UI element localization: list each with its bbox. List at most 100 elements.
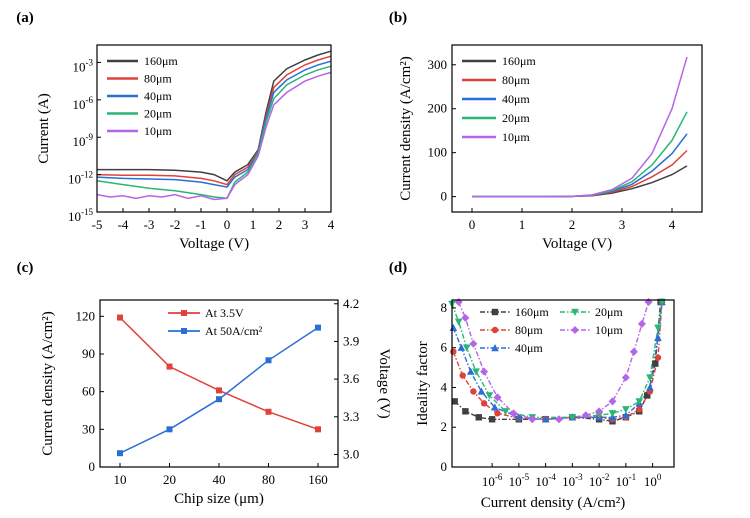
series-line-80μm	[96, 55, 332, 186]
tick-base: 10	[73, 59, 86, 74]
tick-base: 10	[68, 209, 81, 224]
y-tick-label-right-c: 4.2	[343, 296, 359, 311]
x-tick-label-c: 80	[262, 472, 275, 487]
x-axis-label-a: Voltage (V)	[179, 236, 249, 252]
x-tick-label-b: 1	[519, 217, 526, 232]
data-point-160μm	[652, 360, 659, 367]
data-point-At 3.5V	[265, 408, 272, 415]
data-point-At 3.5V	[117, 314, 123, 321]
y-tick-label-a: 10-12	[68, 170, 93, 187]
data-point-10μm	[629, 347, 638, 356]
data-point-80μm	[480, 400, 488, 407]
y-tick-label-right-c: 3.6	[343, 371, 360, 386]
tick-base: 10	[73, 97, 86, 112]
y-tick-label-d: 4	[441, 379, 448, 394]
x-tick-label-a: 0	[224, 217, 231, 232]
data-point-10μm	[644, 298, 653, 306]
series-line-80μm	[452, 301, 663, 421]
x-tick-label-c: 40	[213, 472, 226, 487]
data-point-40μm	[490, 403, 499, 411]
x-tick-label-d: 10-6	[482, 472, 503, 489]
y-axis-label-b: Current density (A/cm²)	[398, 56, 414, 200]
x-tick-label-b: 2	[569, 217, 576, 232]
data-point-20μm	[622, 406, 630, 414]
tick-exponent: -1	[629, 472, 637, 482]
legend-label-40μm: 40μm	[515, 341, 543, 355]
x-tick-label-b: 3	[619, 217, 626, 232]
y-tick-label-b: 300	[428, 57, 448, 72]
legend-label-160μm: 160μm	[144, 54, 178, 68]
data-point-20μm	[454, 318, 463, 326]
y-tick-label-left-c: 0	[89, 459, 96, 474]
legend-label-160μm: 160μm	[502, 54, 536, 68]
panel-label-d: (d)	[389, 260, 407, 276]
data-point-40μm	[654, 333, 662, 341]
legend-label-At 50A/cm²: At 50A/cm²	[205, 324, 263, 338]
data-point-10μm	[637, 319, 646, 328]
legend-label-40μm: 40μm	[502, 92, 530, 106]
y-tick-label-a: 10-15	[68, 207, 93, 224]
data-point-40μm	[466, 367, 475, 375]
data-point-10μm	[595, 407, 604, 416]
data-point-20μm	[568, 414, 577, 422]
y-tick-label-a: 10-6	[73, 95, 94, 112]
data-point-At 50A/cm²	[117, 450, 123, 457]
y-tick-label-d: 6	[441, 340, 448, 355]
x-tick-label-d: 10-3	[562, 472, 583, 489]
legend-label-At 3.5V: At 3.5V	[205, 306, 244, 320]
y-tick-label-left-c: 30	[82, 421, 95, 436]
tick-base: 10	[562, 474, 575, 489]
legend-label-20μm: 20μm	[502, 111, 530, 125]
y-tick-label-d: 8	[441, 300, 448, 315]
series-line-10μm	[96, 71, 332, 201]
x-axis-label-d: Current density (A/cm²)	[481, 495, 625, 511]
tick-exponent: -5	[522, 472, 530, 482]
y-tick-label-a: 10-9	[73, 132, 94, 149]
data-point-20μm	[485, 392, 494, 400]
legend-label-20μm: 20μm	[595, 305, 623, 319]
legend-marker-80μm	[491, 326, 499, 334]
legend-label-20μm: 20μm	[144, 107, 172, 121]
tick-base: 10	[68, 172, 81, 187]
data-point-At 3.5V	[216, 387, 222, 394]
x-axis-label-b: Voltage (V)	[542, 236, 612, 252]
data-point-10μm	[493, 393, 502, 402]
data-point-10μm	[554, 415, 563, 424]
y-tick-label-right-c: 3.3	[343, 409, 359, 424]
legend-label-80μm: 80μm	[515, 323, 543, 337]
legend-marker-At 50A/cm²	[181, 328, 187, 334]
tick-base: 10	[616, 474, 629, 489]
data-point-20μm	[654, 324, 662, 332]
y-tick-label-right-c: 3.0	[343, 446, 359, 461]
y-axis-label-right-c: Voltage (V)	[376, 348, 392, 418]
tick-exponent: -3	[575, 472, 583, 482]
x-tick-label-c: 160	[308, 472, 328, 487]
x-axis-label-c: Chip size (μm)	[174, 491, 264, 507]
x-tick-label-a: 2	[276, 217, 283, 232]
x-tick-label-d: 10-4	[535, 472, 556, 489]
legend-label-160μm: 160μm	[515, 305, 549, 319]
data-point-80μm	[459, 372, 466, 379]
legend-label-40μm: 40μm	[144, 89, 172, 103]
x-tick-label-d: 10-2	[589, 472, 610, 489]
data-point-10μm	[528, 415, 537, 424]
tick-base: 10	[509, 474, 522, 489]
x-tick-label-a: -2	[170, 217, 181, 232]
data-point-10μm	[454, 298, 463, 306]
series-line-160μm	[472, 165, 688, 198]
data-point-20μm	[608, 410, 617, 418]
panel-label-b: (b)	[389, 10, 407, 26]
tick-base: 10	[482, 474, 495, 489]
x-tick-label-c: 10	[114, 472, 127, 487]
panel-label-c: (c)	[17, 260, 34, 276]
x-tick-label-b: 0	[469, 217, 476, 232]
panel-label-a: (a)	[16, 10, 34, 26]
plot-frame-d	[451, 299, 675, 468]
x-tick-label-d: 100	[644, 472, 662, 489]
tick-base: 10	[589, 474, 602, 489]
series-line-40μm	[96, 60, 332, 188]
legend-label-10μm: 10μm	[502, 130, 530, 144]
data-point-10μm	[480, 367, 489, 376]
y-axis-label-c: Current density (A/cm²)	[40, 311, 56, 455]
